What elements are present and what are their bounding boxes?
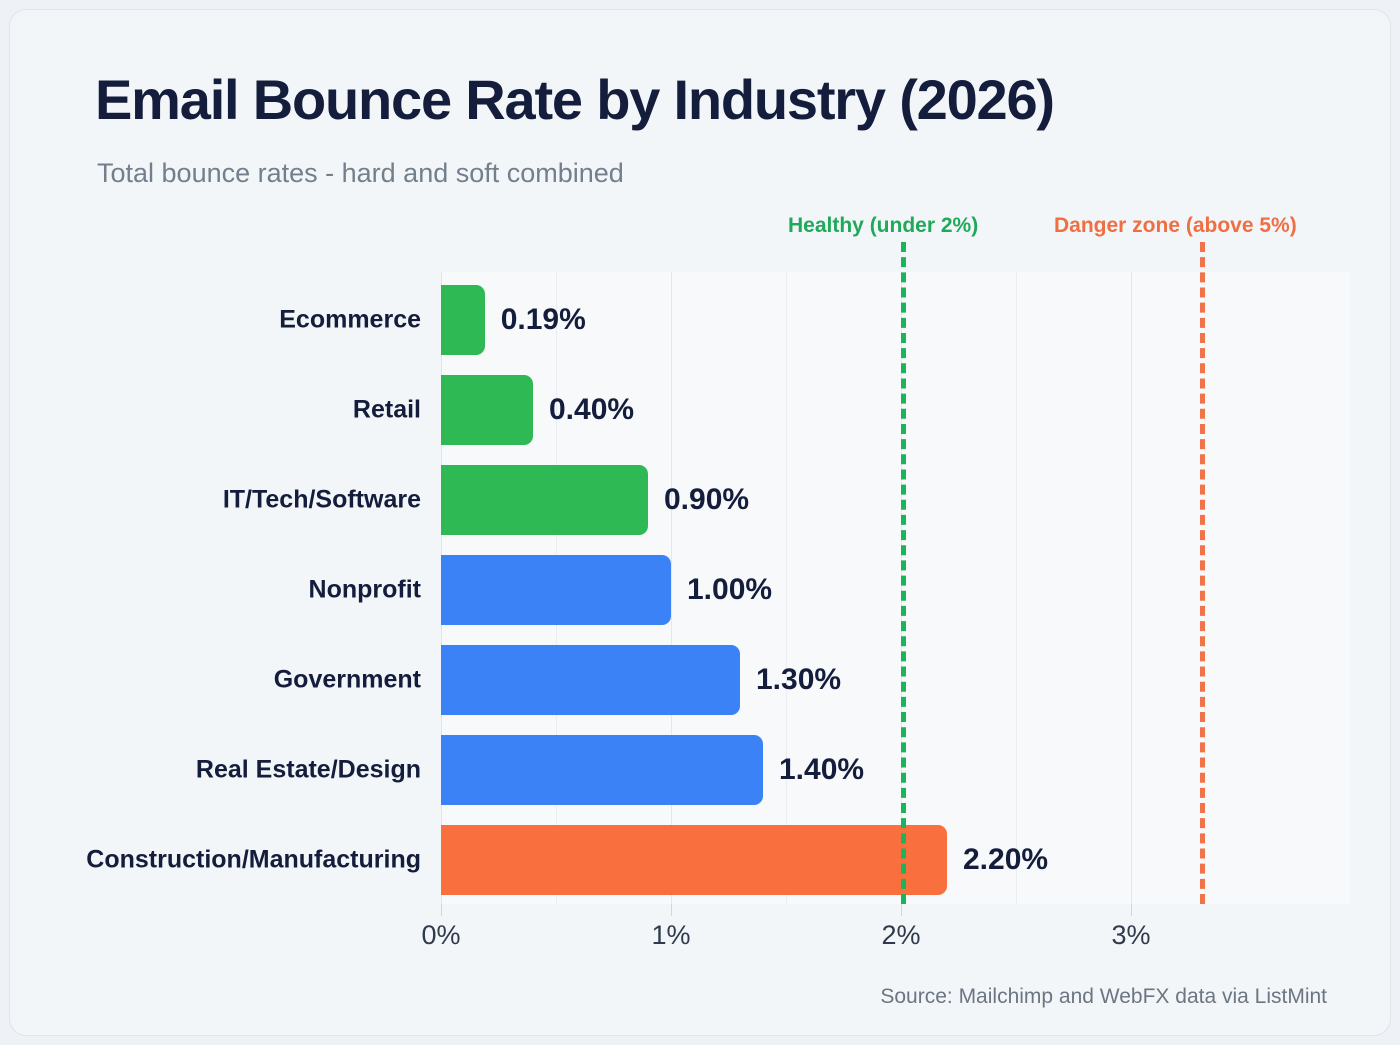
bar-value-label: 1.30% (756, 663, 842, 696)
bar[interactable] (441, 285, 485, 355)
bar[interactable] (441, 645, 740, 715)
category-label-wrap: IT/Tech/Software (21, 465, 421, 535)
page-title: Email Bounce Rate by Industry (2026) (95, 68, 1055, 131)
x-axis-tick (901, 904, 902, 916)
bar-value-label: 2.20% (963, 843, 1049, 876)
category-label: Government (273, 665, 421, 694)
gridline (671, 272, 672, 904)
category-label-wrap: Government (21, 645, 421, 715)
gridline-minor (786, 272, 787, 904)
category-label: IT/Tech/Software (222, 485, 421, 514)
bar-row[interactable]: Government 1.30% (274, 645, 1350, 715)
category-label: Construction/Manufacturing (86, 845, 421, 874)
bar[interactable] (441, 825, 947, 895)
page-subtitle: Total bounce rates - hard and soft combi… (97, 158, 624, 188)
plot-area: Ecommerce 0.19% Retail 0.40% IT/Tech/Softwar… (86, 214, 1350, 950)
category-label: Nonprofit (308, 575, 421, 604)
category-label-wrap: Real Estate/Design (21, 735, 421, 805)
bar-value-label: 1.00% (687, 573, 773, 606)
category-label: Real Estate/Design (195, 755, 421, 784)
x-axis-tick (671, 904, 672, 916)
source-note: Source: Mailchimp and WebFX data via Lis… (880, 985, 1327, 1008)
healthy-threshold-line (901, 242, 906, 904)
bar-row[interactable]: Real Estate/Design 1.40% (196, 735, 1350, 805)
x-axis-tick-label: 3% (1111, 920, 1151, 950)
x-axis-tick (1131, 904, 1132, 916)
category-label-wrap: Ecommerce (21, 285, 421, 355)
x-axis-tick-label: 1% (651, 920, 691, 950)
category-label-wrap: Nonprofit (21, 555, 421, 625)
gridline (1131, 272, 1132, 904)
bar-row[interactable]: Retail 0.40% (353, 375, 1350, 445)
bar-value-label: 0.40% (549, 393, 635, 426)
bar-row[interactable]: Construction/Manufacturing 2.20% (86, 825, 1350, 895)
bar-value-label: 1.40% (779, 753, 865, 786)
x-axis-tick-label: 2% (881, 920, 921, 950)
bar[interactable] (441, 735, 763, 805)
category-label-wrap: Retail (21, 375, 421, 445)
bar-row[interactable]: Ecommerce 0.19% (279, 285, 1350, 355)
category-label: Ecommerce (279, 305, 421, 334)
danger-threshold-label: Danger zone (above 5%) (1054, 214, 1297, 237)
bar[interactable] (441, 465, 648, 535)
chart-card: Email Bounce Rate by Industry (2026) Tot… (10, 10, 1390, 1035)
category-label-wrap: Construction/Manufacturing (21, 825, 421, 895)
gridline-minor (1016, 272, 1017, 904)
x-axis-tick-label: 0% (421, 920, 461, 950)
bar-value-label: 0.90% (664, 483, 750, 516)
bar-value-label: 0.19% (500, 303, 586, 336)
bar[interactable] (441, 375, 533, 445)
danger-threshold-line (1200, 242, 1205, 904)
healthy-threshold-label: Healthy (under 2%) (788, 214, 979, 237)
x-axis-tick (441, 904, 442, 916)
category-label: Retail (352, 395, 421, 424)
bar-row[interactable]: Nonprofit 1.00% (309, 555, 1350, 625)
bar-row[interactable]: IT/Tech/Software 0.90% (223, 465, 1350, 535)
bar[interactable] (441, 555, 671, 625)
